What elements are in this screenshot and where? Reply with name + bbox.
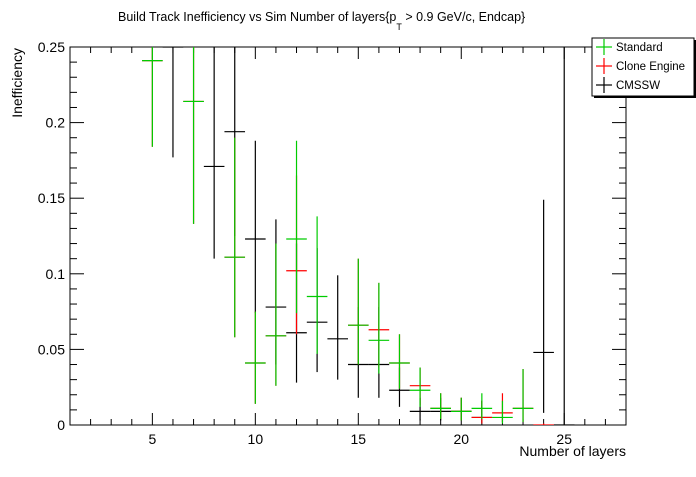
data-point-standard	[409, 367, 431, 407]
data-point-standard	[265, 243, 287, 386]
plot-frame	[69, 46, 627, 426]
x-tick-label: 20	[453, 431, 469, 447]
y-tick-label: 0	[57, 417, 65, 433]
data-point-cmssw	[245, 140, 266, 314]
x-tick-label: 25	[556, 431, 572, 447]
data-point-standard	[286, 140, 307, 314]
data-point-cmssw	[553, 47, 575, 425]
series-standard	[142, 47, 534, 424]
data-point-standard	[224, 137, 246, 338]
data-point-standard	[471, 393, 493, 419]
legend-entry: Standard	[596, 39, 663, 55]
series-cmssw	[162, 47, 575, 425]
data-point-cmssw	[162, 47, 184, 158]
y-tick-label: 0.25	[38, 39, 65, 55]
data-point-standard	[512, 369, 534, 422]
data-point-standard	[245, 311, 266, 404]
plot-area: 5 10 15 20 25 0 0.05 0.1 0.15 0.2 0.25	[38, 39, 627, 447]
y-tick-label: 0.2	[46, 115, 66, 131]
legend-label: CMSSW	[616, 80, 660, 92]
chart-title-rest: > 0.9 GeV/c, Endcap}	[402, 10, 525, 24]
legend: Standard Clone Engine CMSSW	[591, 37, 696, 98]
y-tick-label: 0.1	[46, 266, 66, 282]
y-axis-label: Inefficiency	[9, 48, 25, 118]
data-point-standard	[368, 282, 390, 374]
y-tick-label: 0.15	[38, 190, 65, 206]
x-tick-label: 15	[351, 431, 367, 447]
series-clone-engine	[142, 47, 554, 425]
legend-entry: CMSSW	[596, 77, 660, 93]
chart-title: Build Track Inefficiency vs Sim Number o…	[118, 10, 525, 32]
data-point-cmssw	[327, 275, 348, 380]
data-point-clone-engine	[533, 423, 554, 425]
data-point-standard	[450, 397, 472, 421]
chart-title-subscript: T	[396, 22, 402, 32]
data-point-standard	[348, 258, 369, 365]
legend-entry: Clone Engine	[596, 58, 685, 74]
data-point-cmssw	[203, 47, 225, 259]
data-point-cmssw	[533, 199, 554, 413]
x-axis-label: Number of layers	[519, 443, 626, 459]
y-tick-label: 0.05	[38, 341, 65, 357]
legend-box	[591, 37, 695, 97]
data-point-standard	[492, 400, 513, 424]
data-point-standard	[430, 393, 451, 419]
data-point-standard	[183, 47, 204, 224]
chart-title-main: Build Track Inefficiency vs Sim Number o…	[118, 10, 396, 24]
legend-label: Standard	[616, 42, 663, 54]
data-point-standard	[306, 216, 328, 354]
legend-label: Clone Engine	[616, 61, 685, 73]
data-point-standard	[142, 47, 163, 147]
data-point-standard	[389, 334, 410, 389]
x-tick-label: 5	[148, 431, 156, 447]
x-tick-label: 10	[248, 431, 264, 447]
